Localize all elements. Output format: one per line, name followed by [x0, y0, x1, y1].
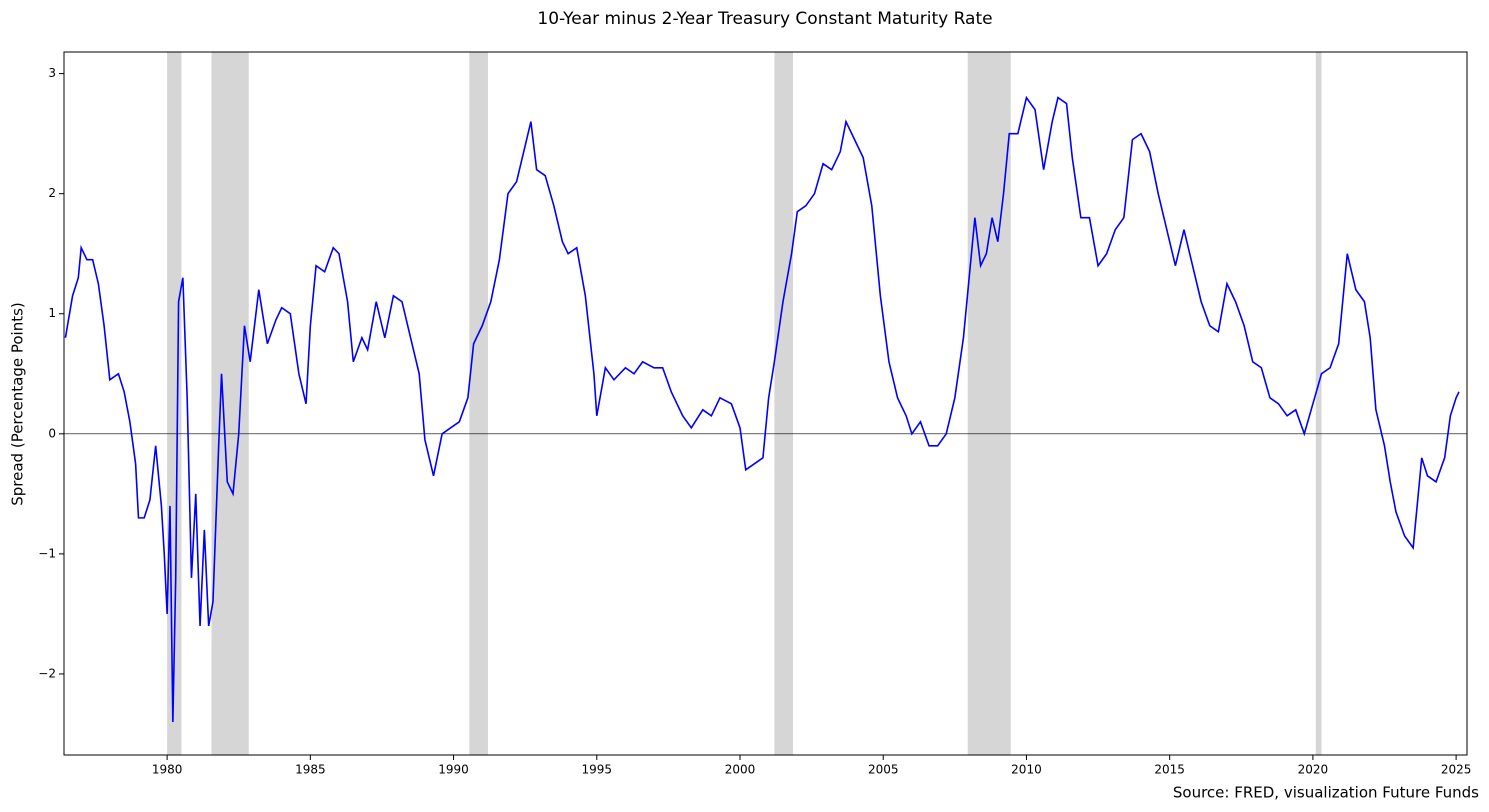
x-tick-label: 2005: [868, 763, 899, 777]
y-tick-label: 1: [48, 306, 56, 320]
recession-band: [1315, 52, 1322, 755]
plot-frame: [63, 51, 1468, 756]
source-note: Source: FRED, visualization Future Funds: [1173, 784, 1479, 802]
chart-title: 10-Year minus 2-Year Treasury Constant M…: [537, 9, 992, 29]
x-tick-label: 1990: [438, 763, 469, 777]
x-tick-label: 1980: [152, 763, 183, 777]
x-tick-label: 2025: [1441, 763, 1472, 777]
x-tick-label: 2015: [1154, 763, 1185, 777]
recession-band: [211, 52, 249, 755]
y-tick-label: 0: [48, 426, 56, 440]
x-tick-label: 1985: [295, 763, 326, 777]
x-tick-label: 1995: [582, 763, 613, 777]
y-tick-label: 3: [48, 66, 56, 80]
y-tick-label: −1: [38, 546, 56, 560]
x-tick-label: 2000: [725, 763, 756, 777]
x-tick-label: 2020: [1298, 763, 1329, 777]
y-tick-label: −2: [38, 666, 56, 680]
y-tick-label: 2: [48, 186, 56, 200]
recession-band: [774, 52, 793, 755]
data-line: [64, 95, 1460, 722]
y-axis-title: Spread (Percentage Points): [9, 302, 27, 506]
recession-band: [469, 52, 488, 755]
x-tick-label: 2010: [1011, 763, 1042, 777]
recession-band: [967, 52, 1011, 755]
